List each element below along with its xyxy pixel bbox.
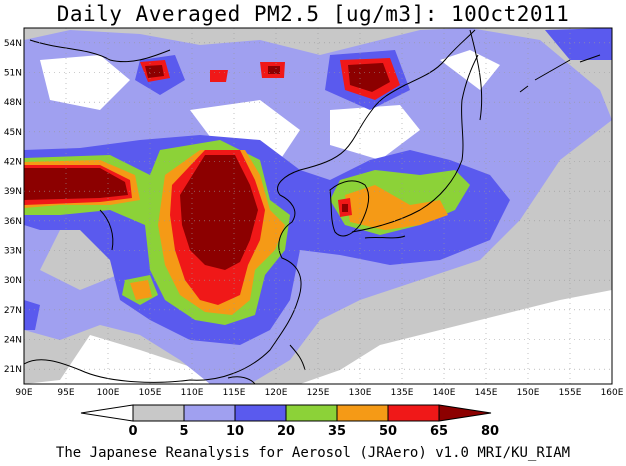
coastlines	[24, 29, 601, 384]
lon-tick-label: 145E	[475, 388, 498, 398]
colorbar-level-label: 65	[430, 424, 448, 439]
colorbar-min-triangle	[80, 404, 134, 422]
plot-frame	[23, 27, 613, 385]
colorbar-swatch	[336, 404, 389, 422]
lon-tick-label: 100E	[97, 388, 120, 398]
colorbar-labels: 0 5 10 20 35 50 65 80	[128, 424, 499, 439]
band-80plus	[24, 155, 258, 270]
lon-tick-label: 95E	[57, 388, 74, 398]
lon-tick-label: 150E	[517, 388, 540, 398]
lon-tick-label: 115E	[223, 388, 246, 398]
lat-tick-label: 27N	[4, 306, 22, 316]
lon-tick-label: 130E	[349, 388, 372, 398]
colorbar-level-label: 50	[379, 424, 397, 439]
colorbar-swatch	[387, 404, 440, 422]
lat-tick-label: 30N	[4, 276, 22, 286]
lon-tick-label: 135E	[391, 388, 414, 398]
lat-tick-label: 48N	[4, 98, 22, 108]
latitude-labels: 21N 24N 27N 30N 33N 36N 39N 42N 45N 48N 51N 54N	[4, 39, 22, 375]
lon-tick-label: 155E	[559, 388, 582, 398]
colorbar	[80, 404, 492, 422]
colorbar-level-label: 5	[179, 424, 188, 439]
colorbar-swatch	[183, 404, 236, 422]
lat-tick-label: 21N	[4, 365, 22, 375]
colorbar-max-triangle	[438, 404, 492, 422]
lon-tick-label: 110E	[181, 388, 204, 398]
lat-tick-label: 36N	[4, 217, 22, 227]
colorbar-swatch	[132, 404, 185, 422]
colorbar-level-label: 10	[226, 424, 244, 439]
gridlines	[24, 28, 612, 384]
colorbar-swatch	[285, 404, 338, 422]
colorbar-swatch	[234, 404, 287, 422]
lat-tick-label: 33N	[4, 247, 22, 257]
lon-tick-label: 90E	[15, 388, 32, 398]
colorbar-level-label: 80	[481, 424, 499, 439]
lat-tick-label: 45N	[4, 128, 22, 138]
lon-tick-label: 125E	[307, 388, 330, 398]
pm25-map: 90E 95E 100E 105E 110E 115E 120E 125E 130E 135E 14…	[4, 27, 624, 439]
map-title: Daily Averaged PM2.5 [ug/m3]: 10Oct2011	[56, 2, 570, 26]
colorbar-level-label: 20	[277, 424, 295, 439]
lon-tick-label: 105E	[139, 388, 162, 398]
lon-tick-label: 120E	[265, 388, 288, 398]
lat-tick-label: 42N	[4, 158, 22, 168]
footer-credit: The Japanese Reanalysis for Aerosol (JRA…	[55, 445, 571, 461]
colorbar-level-label: 35	[328, 424, 346, 439]
lat-tick-label: 54N	[4, 39, 22, 49]
lon-tick-label: 160E	[601, 388, 624, 398]
lon-tick-label: 140E	[433, 388, 456, 398]
longitude-labels: 90E 95E 100E 105E 110E 115E 120E 125E 130E 135E 14…	[15, 388, 623, 398]
colorbar-level-label: 0	[128, 424, 137, 439]
lat-tick-label: 39N	[4, 187, 22, 197]
lat-tick-label: 24N	[4, 336, 22, 346]
concentration-field	[24, 28, 612, 384]
lat-tick-label: 51N	[4, 69, 22, 79]
